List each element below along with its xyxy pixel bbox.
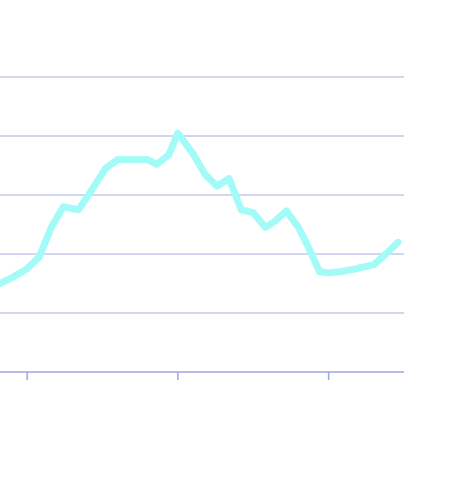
grid-layer	[0, 76, 404, 373]
x-tick-layer	[26, 372, 330, 380]
series-layer	[0, 129, 402, 287]
series-line	[0, 129, 402, 287]
